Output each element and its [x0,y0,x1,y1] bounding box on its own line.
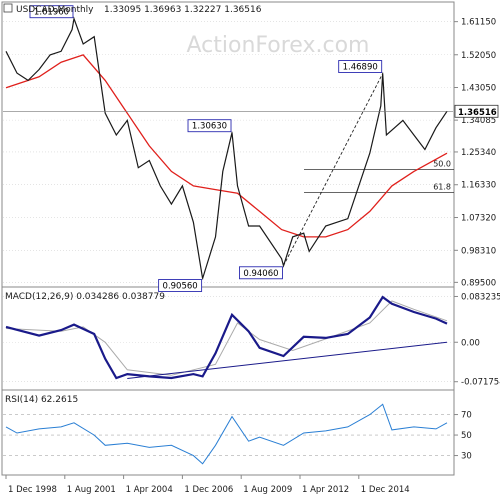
x-tick-label: 1 Aug 2009 [243,485,292,495]
annotation-box [158,279,203,292]
x-tick-label: 1 Aug 2001 [67,485,116,495]
sma-layer [5,54,448,238]
macd-header: MACD(12,26,9) 0.034286 0.038779 [5,292,165,302]
macd-y-axis: 0.083235 0.00 -0.071754 [454,292,500,388]
collapse-box-icon [3,3,13,13]
price-layer [3,16,453,279]
price-y-tick-label: 1.07320 [461,214,496,224]
x-tick-label: 1 Apr 2004 [126,485,173,495]
annotation-label: 1.61960 [34,8,69,18]
macd-y-tick-label: 0.083235 [461,292,500,302]
price-header-ohlc: 1.33095 1.36963 1.32227 1.36516 [104,5,262,15]
price-panel-frame [1,1,455,288]
watermark: ActionForex.com [187,33,370,58]
annotation-box [338,60,383,73]
price-y-tick-label: 1.52050 [461,51,496,61]
projection-layer [283,73,384,266]
macd-panel-frame [1,286,455,391]
rsi-gridlines [3,414,453,456]
annotation-label: 1.30630 [192,122,227,132]
annotation-label: 1.46890 [343,63,378,73]
rsi-header: RSI(14) 62.2615 [5,395,78,405]
fibonacci-levels: 50.0 61.8 [304,160,454,193]
rsi-panel-frame [1,389,455,476]
price-line [5,16,448,279]
rsi-layer [5,403,448,465]
fib-level-label: 61.8 [433,182,451,191]
fib-level-label: 50.0 [433,160,451,169]
price-y-tick-label: 1.34085 [461,116,496,126]
macd-layer [5,295,448,380]
price-y-tick-label: 1.25340 [461,148,496,158]
annotation-label: 0.94060 [243,269,278,279]
price-header-symbol: USDCAD,Monthly [16,5,94,15]
x-axis: 1 Dec 1998 1 Aug 2001 1 Apr 2004 1 Dec 2006… [5,475,410,495]
last-value-label: 1.36516 [458,108,497,118]
x-tick-label: 1 Dec 1998 [8,485,57,495]
annotation-box [187,119,232,133]
x-tick-label: 1 Apr 2012 [302,485,349,495]
x-tick-label: 1 Dec 2014 [361,485,410,495]
macd-y-tick-label: 0.00 [461,338,480,348]
price-header: USDCAD,Monthly 1.33095 1.36963 1.32227 1… [3,3,262,15]
price-y-tick-label: 1.16330 [461,181,496,191]
rsi-y-axis: 70 50 30 [454,411,472,462]
sma-line [5,54,448,238]
annotation-box [29,5,74,19]
price-y-tick-label: 0.89500 [461,278,496,288]
rsi-line [5,403,448,465]
annotation-label: 0.90560 [163,282,198,292]
price-y-tick-label: 1.61150 [461,18,496,28]
price-y-tick-label: 0.98310 [461,246,496,256]
projection-line [283,73,384,266]
annotation-box [239,266,283,280]
macd-trendline [127,341,448,380]
last-value-box [454,104,499,118]
rsi-y-tick-label: 50 [461,431,472,441]
price-y-axis: 1.61150 1.52050 1.43050 1.34085 1.25340 1.163… [454,18,499,288]
rsi-y-tick-label: 70 [461,411,472,421]
macd-gridlines [3,296,453,383]
macd-line [5,295,448,380]
macd-y-tick-label: -0.071754 [461,378,500,388]
price-y-tick-label: 1.43050 [461,84,496,94]
x-tick-label: 1 Dec 2006 [184,485,233,495]
price-annotations: 1.61960 0.90560 1.30630 0.94060 1.46890 [29,5,384,292]
rsi-y-tick-label: 30 [461,452,472,462]
